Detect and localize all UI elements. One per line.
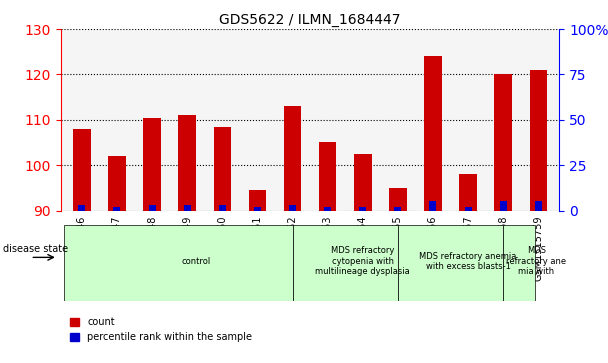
FancyBboxPatch shape	[398, 225, 503, 301]
Bar	[500, 201, 506, 211]
Bar	[219, 205, 226, 211]
Bar	[354, 154, 371, 211]
Text: MDS refractory anemia
with excess blasts-1: MDS refractory anemia with excess blasts…	[420, 252, 517, 271]
Bar	[249, 190, 266, 211]
Bar	[319, 142, 336, 211]
Bar	[108, 156, 126, 211]
Text: control: control	[181, 257, 210, 266]
Bar	[389, 188, 407, 211]
FancyBboxPatch shape	[292, 225, 398, 301]
Bar	[424, 56, 442, 211]
Text: disease state: disease state	[3, 244, 68, 254]
Title: GDS5622 / ILMN_1684447: GDS5622 / ILMN_1684447	[219, 13, 401, 26]
FancyBboxPatch shape	[503, 225, 535, 301]
Bar	[429, 201, 437, 211]
Bar	[213, 127, 231, 211]
Text: MDS refractory
cytopenia with
multilineage dysplasia: MDS refractory cytopenia with multilinea…	[316, 246, 410, 276]
Bar	[324, 207, 331, 211]
Bar	[148, 205, 156, 211]
Bar	[395, 207, 401, 211]
Text: MDS
refractory ane
mia with: MDS refractory ane mia with	[506, 246, 567, 276]
Bar	[535, 201, 542, 211]
Bar	[465, 207, 472, 211]
Bar	[178, 115, 196, 211]
Bar	[459, 174, 477, 211]
Bar	[530, 70, 547, 211]
FancyBboxPatch shape	[64, 225, 292, 301]
Bar	[143, 118, 161, 211]
Bar	[494, 74, 512, 211]
Legend: count, percentile rank within the sample: count, percentile rank within the sample	[66, 313, 256, 346]
Bar	[73, 129, 91, 211]
Bar	[289, 205, 296, 211]
Bar	[114, 207, 120, 211]
Bar	[254, 207, 261, 211]
Bar	[78, 205, 85, 211]
Bar	[284, 106, 302, 211]
Bar	[359, 207, 366, 211]
Bar	[184, 205, 191, 211]
